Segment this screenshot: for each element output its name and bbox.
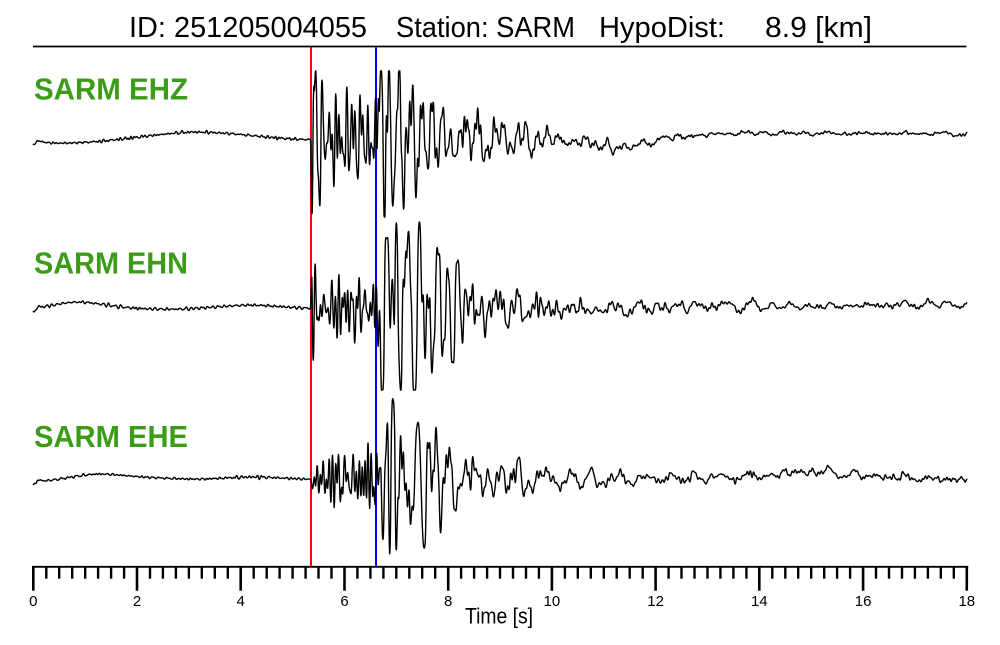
svg-text:6: 6 (340, 593, 348, 610)
svg-text:16: 16 (855, 593, 872, 610)
svg-text:4: 4 (237, 593, 245, 610)
svg-text:SARM EHE: SARM EHE (34, 419, 188, 454)
svg-text:8.9 [km]: 8.9 [km] (765, 12, 872, 44)
svg-text:Station: SARM: Station: SARM (396, 12, 575, 44)
svg-text:8: 8 (444, 593, 452, 610)
svg-text:2: 2 (133, 593, 141, 610)
svg-text:SARM EHZ: SARM EHZ (34, 71, 188, 106)
svg-text:SARM EHN: SARM EHN (34, 246, 188, 281)
svg-text:0: 0 (29, 593, 37, 610)
svg-text:Time [s]: Time [s] (465, 604, 533, 629)
svg-text:14: 14 (751, 593, 768, 610)
svg-text:10: 10 (544, 593, 561, 610)
svg-text:ID: 251205004055: ID: 251205004055 (129, 12, 367, 44)
svg-text:18: 18 (958, 593, 975, 610)
svg-text:12: 12 (647, 593, 664, 610)
svg-text:HypoDist:: HypoDist: (599, 12, 725, 44)
